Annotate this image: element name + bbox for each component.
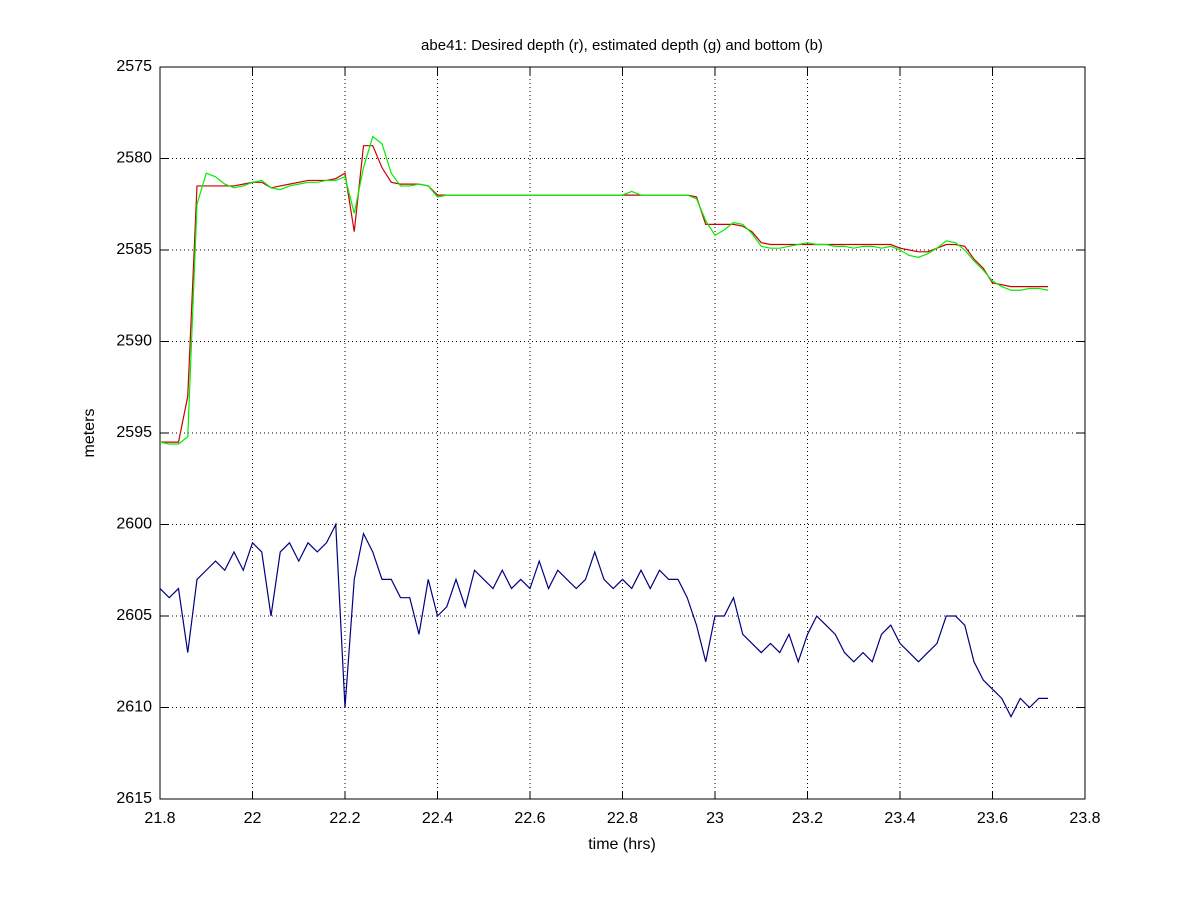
y-axis-label: meters <box>81 409 98 458</box>
x-axis-label: time (hrs) <box>588 836 656 853</box>
x-tick-label: 22.4 <box>422 810 453 827</box>
y-tick-label: 2605 <box>116 607 152 624</box>
x-tick-label: 22 <box>244 810 262 827</box>
x-tick-label: 22.8 <box>607 810 638 827</box>
y-tick-label: 2590 <box>116 333 152 350</box>
x-tick-label: 22.2 <box>329 810 360 827</box>
x-tick-label: 23 <box>706 810 724 827</box>
line-series <box>159 522 1048 718</box>
chart-title: abe41: Desired depth (r), estimated dept… <box>421 37 823 54</box>
x-tick-label: 23.8 <box>1069 810 1100 827</box>
line-series <box>159 135 1049 445</box>
y-tick-label: 2615 <box>116 790 152 807</box>
y-tick-label: 2580 <box>116 150 152 167</box>
x-tick-label: 23.2 <box>792 810 823 827</box>
y-tick-label: 2595 <box>116 424 152 441</box>
x-tick-label: 23.6 <box>977 810 1008 827</box>
x-tick-label: 23.4 <box>884 810 915 827</box>
y-tick-label: 2575 <box>116 58 152 75</box>
y-tick-label: 2610 <box>116 699 152 716</box>
plot-frame <box>159 66 1086 800</box>
x-tick-label: 22.6 <box>514 810 545 827</box>
y-tick-label: 2600 <box>116 516 152 533</box>
x-tick-label: 21.8 <box>144 810 175 827</box>
y-tick-label: 2585 <box>116 241 152 258</box>
